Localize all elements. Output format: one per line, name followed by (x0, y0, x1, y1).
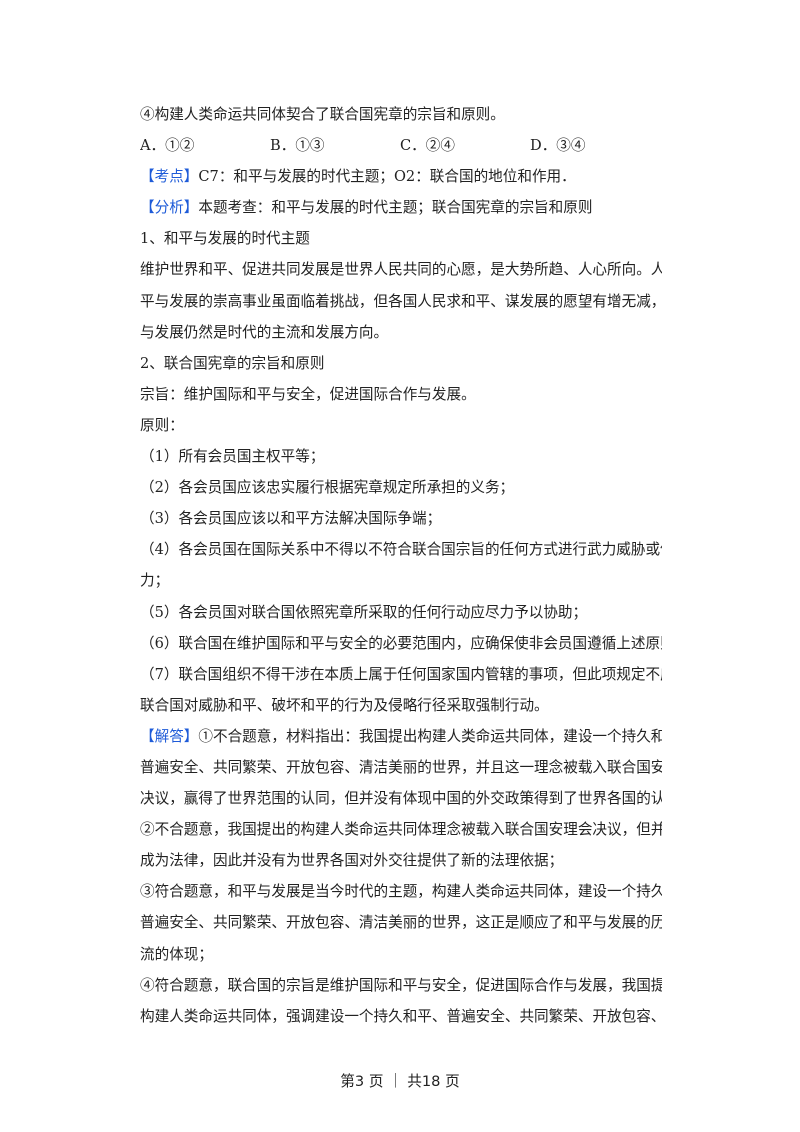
text-line: （1）所有会员国主权平等； (140, 448, 325, 466)
text-line: ②不合题意，我国提出的构建人类命运共同体理念被载入联合国安理会决议，但并没有 (140, 821, 662, 839)
text-line: （5）各会员国对联合国依照宪章所采取的任何行动应尽力予以协助； (140, 603, 588, 621)
text-line: 构建人类命运共同体，强调建设一个持久和平、普遍安全、共同繁荣、开放包容、清洁 (140, 1007, 662, 1025)
text-line: 流的体现； (140, 945, 213, 963)
text-line: 普遍安全、共同繁荣、开放包容、清洁美丽的世界，并且这一理念被载入联合国安理会 (140, 758, 662, 776)
fenxi-line: 【分析】本题考查：和平与发展的时代主题；联合国宪章的宗旨和原则 (140, 192, 662, 223)
answer-section: 普遍安全、共同繁荣、开放包容、清洁美丽的世界，并且这一理念被载入联合国安理会 决议… (140, 752, 662, 1032)
text-line: 平与发展的崇高事业虽面临着挑战，但各国人民求和平、谋发展的愿望有增无减，和平 (140, 292, 662, 310)
fenxi-label: 【分析】 (140, 199, 199, 217)
analysis-section: 1、和平与发展的时代主题维护世界和平、促进共同发展是世界人民共同的心愿，是大势所… (140, 223, 662, 721)
text-line: ④符合题意，联合国的宗旨是维护国际和平与安全，促进国际合作与发展，我国提出的 (140, 976, 662, 994)
question-statement: ④构建人类命运共同体契合了联合国宪章的宗旨和原则。 (140, 106, 505, 123)
text-line: 与发展仍然是时代的主流和发展方向。 (140, 323, 389, 341)
kaodian-line: 【考点】C7：和平与发展的时代主题；O2：联合国的地位和作用． (140, 161, 662, 192)
option-a: A．①② (140, 137, 195, 155)
text-line: 联合国对威胁和平、破坏和平的行为及侵略行径采取强制行动。 (140, 696, 549, 714)
text-line: （4）各会员国在国际关系中不得以不符合联合国宗旨的任何方式进行武力威胁或使用武 (140, 541, 662, 559)
text-line: 宗旨：维护国际和平与安全，促进国际合作与发展。 (140, 385, 476, 403)
text-line: 成为法律，因此并没有为世界各国对外交往提供了新的法理依据； (140, 852, 564, 870)
text-line: 原则： (140, 416, 184, 434)
jieda-text: ①不合题意，材料指出：我国提出构建人类命运共同体，建设一个持久和平、 (198, 727, 662, 745)
text-line: ③符合题意，和平与发展是当今时代的主题，构建人类命运共同体，建设一个持久和平、 (140, 883, 662, 901)
kaodian-text: C7：和平与发展的时代主题；O2：联合国的地位和作用． (198, 168, 576, 186)
kaodian-label: 【考点】 (140, 168, 199, 186)
text-line: （6）联合国在维护国际和平与安全的必要范围内，应确保使非会员国遵循上述原则； (140, 634, 662, 652)
text-line: 2、联合国宪章的宗旨和原则 (140, 354, 325, 372)
option-d: D．③④ (530, 137, 586, 155)
document-body: ④构建人类命运共同体契合了联合国宪章的宗旨和原则。 A．①② B．①③ C．②④… (140, 99, 662, 1032)
jieda-label: 【解答】 (140, 727, 199, 745)
text-line: （3）各会员国应该以和平方法解决国际争端； (140, 510, 442, 528)
option-b: B．①③ (270, 137, 325, 155)
fenxi-text: 本题考查：和平与发展的时代主题；联合国宪章的宗旨和原则 (198, 199, 593, 217)
option-c: C．②④ (400, 137, 455, 155)
text-line: （2）各会员国应该忠实履行根据宪章规定所承担的义务； (140, 479, 515, 497)
text-line: 力； (140, 572, 170, 590)
page-footer: 第3 页 ｜ 共18 页 (340, 1073, 460, 1090)
text-line: 普遍安全、共同繁荣、开放包容、清洁美丽的世界，这正是顺应了和平与发展的历史潮 (140, 914, 662, 932)
text-line: 1、和平与发展的时代主题 (140, 230, 310, 248)
text-line: （7）联合国组织不得干涉在本质上属于任何国家国内管辖的事项，但此项规定不应妨碍 (140, 665, 662, 683)
jieda-line: 【解答】①不合题意，材料指出：我国提出构建人类命运共同体，建设一个持久和平、 (140, 721, 662, 752)
text-line: 维护世界和平、促进共同发展是世界人民共同的心愿，是大势所趋、人心所向。人类和 (140, 261, 662, 279)
answer-options: A．①② B．①③ C．②④ D．③④ (140, 130, 662, 161)
text-line: 决议，赢得了世界范围的认同，但并没有体现中国的外交政策得到了世界各国的认可； (140, 790, 662, 808)
